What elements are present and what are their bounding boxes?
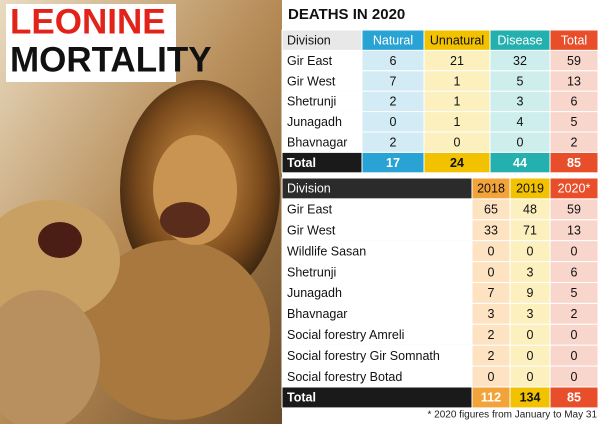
cell-value: 0 — [488, 370, 495, 384]
cell-value: Social forestry Gir Somnath — [287, 349, 440, 363]
column-header: Unnatural — [430, 33, 484, 47]
total-value: 17 — [386, 156, 400, 170]
column-header: 2018 — [477, 182, 505, 196]
cell-value: Gir East — [287, 203, 333, 217]
cell-value: 0 — [488, 265, 495, 279]
total-value: 24 — [450, 156, 464, 170]
cell-value: 48 — [523, 203, 537, 217]
title-box — [6, 4, 176, 82]
cell-value: 5 — [571, 286, 578, 300]
title-line2: MORTALITY — [10, 40, 212, 79]
cell-value: 5 — [571, 115, 578, 129]
cell-value: Shetrunji — [287, 265, 336, 279]
column-header: Natural — [373, 33, 413, 47]
cell-value: 2 — [390, 95, 397, 109]
total-value: 44 — [513, 156, 527, 170]
cell-value: 1 — [454, 115, 461, 129]
cell-value: Gir West — [287, 74, 336, 88]
cell-value: 6 — [571, 265, 578, 279]
cell-value: 3 — [488, 307, 495, 321]
cell-value: 0 — [527, 370, 534, 384]
cell-value: 71 — [523, 224, 537, 238]
cell-value: 0 — [571, 349, 578, 363]
cell-value: 3 — [527, 265, 534, 279]
cell-value: 7 — [390, 74, 397, 88]
cell-value: 0 — [571, 244, 578, 258]
cell-value: 6 — [390, 54, 397, 68]
column-header: 2019 — [516, 182, 544, 196]
cell-value: 0 — [517, 135, 524, 149]
cell-value: 9 — [527, 286, 534, 300]
cell-value: 59 — [567, 203, 581, 217]
column-header: 2020* — [558, 182, 591, 196]
cell-value: 2 — [488, 349, 495, 363]
cell-value: Gir East — [287, 54, 333, 68]
cell-value: 21 — [450, 54, 464, 68]
cell-value: Bhavnagar — [287, 307, 347, 321]
column-header: Total — [561, 33, 587, 47]
cell-value: Junagadh — [287, 115, 342, 129]
cell-value: 0 — [488, 244, 495, 258]
column-header: Disease — [497, 33, 542, 47]
cell-value: Social forestry Botad — [287, 370, 402, 384]
cell-value: Junagadh — [287, 286, 342, 300]
cell-value: 65 — [484, 203, 498, 217]
cell-value: 13 — [567, 74, 581, 88]
cell-value: 0 — [527, 328, 534, 342]
cell-value: 13 — [567, 224, 581, 238]
column-header: Division — [287, 182, 331, 196]
total-cell — [549, 386, 599, 409]
cell-value: Wildlife Sasan — [287, 244, 366, 258]
cell-value: 0 — [571, 370, 578, 384]
total-cell — [549, 151, 599, 174]
cell-value: 2 — [571, 135, 578, 149]
total-value: Total — [287, 391, 316, 405]
title-line1: LEONINE — [10, 2, 166, 41]
total-value: 85 — [567, 156, 581, 170]
cell-value: 3 — [527, 307, 534, 321]
total-value: 85 — [567, 391, 581, 405]
cell-value: 1 — [454, 74, 461, 88]
cell-value: 2 — [390, 135, 397, 149]
footnote: * 2020 figures from January to May 31 — [427, 410, 597, 421]
cell-value: 2 — [488, 328, 495, 342]
total-value: 112 — [481, 391, 501, 405]
cell-value: Gir West — [287, 224, 336, 238]
cell-value: 0 — [527, 349, 534, 363]
cell-value: 6 — [571, 95, 578, 109]
cell-value: 0 — [454, 135, 461, 149]
cell-value: 0 — [390, 115, 397, 129]
cell-value: Social forestry Amreli — [287, 328, 404, 342]
cell-value: 32 — [513, 54, 527, 68]
total-value: Total — [287, 156, 316, 170]
cell-value: 4 — [517, 115, 524, 129]
cell-value: 0 — [571, 328, 578, 342]
cell-value: 1 — [454, 95, 461, 109]
cell-value: 0 — [527, 244, 534, 258]
cell-value: 5 — [517, 74, 524, 88]
cell-value: 59 — [567, 54, 581, 68]
cell-value: 3 — [517, 95, 524, 109]
column-header: Division — [287, 33, 331, 47]
total-value: 134 — [520, 391, 541, 405]
cell-value: Shetrunji — [287, 95, 336, 109]
cell-value: 7 — [488, 286, 495, 300]
cell-value: 2 — [571, 307, 578, 321]
cell-value: Bhavnagar — [287, 135, 347, 149]
lion-photo — [0, 0, 284, 424]
table-title: DEATHS IN 2020 — [288, 6, 405, 23]
cell-value: 33 — [484, 224, 498, 238]
